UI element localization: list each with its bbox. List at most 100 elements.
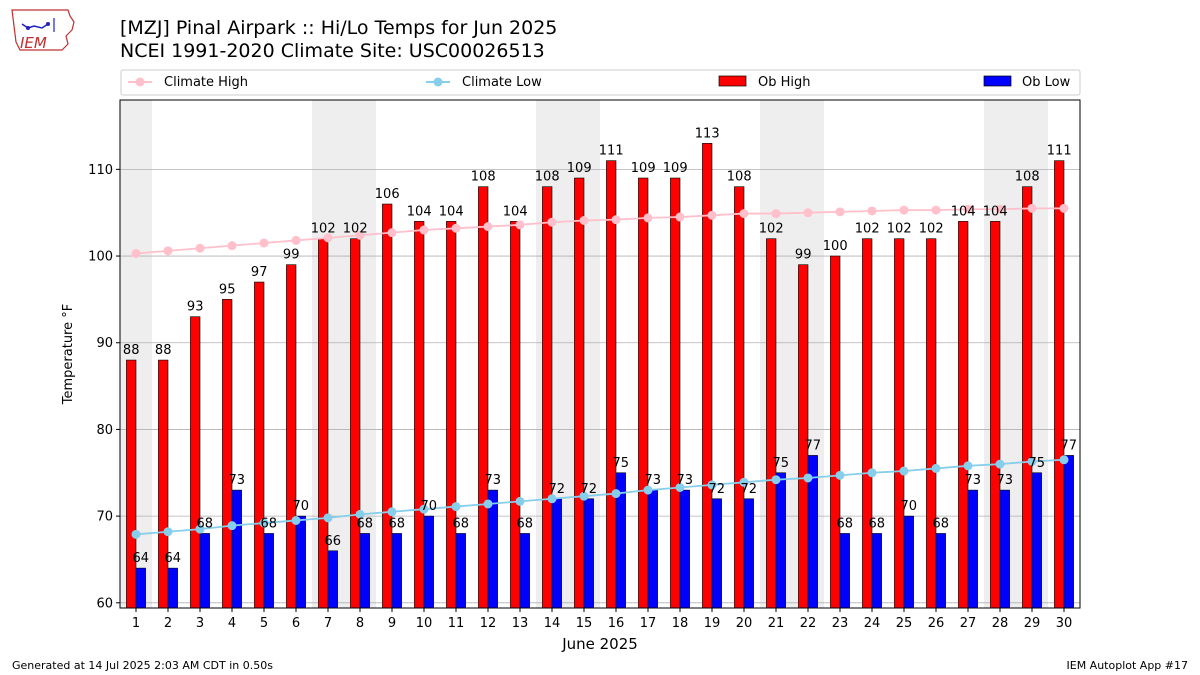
ob-high-bar-day-4 [222,299,233,609]
ob-high-label-day-15: 109 [567,161,592,176]
x-tick-label-11: 11 [448,616,465,631]
ob-high-bar-day-21 [766,238,777,609]
ob-high-label-day-5: 97 [251,265,268,280]
climate-high-line [135,207,1064,255]
x-tick-label-30: 30 [1056,616,1073,631]
climate-low-point-day-16 [611,489,621,499]
ob-high-label-day-19: 113 [695,126,720,141]
ob-low-bar-day-11 [455,533,466,609]
climate-high-point-day-3 [195,243,205,253]
ob-low-bar-day-1 [135,567,146,609]
ob-low-label-day-29: 75 [1029,456,1046,471]
ob-low-label-day-23: 68 [837,516,854,531]
legend-box [120,69,1081,96]
ob-low-label-day-17: 73 [645,473,662,488]
ob-low-label-day-12: 73 [485,473,502,488]
ob-low-label-day-4: 73 [229,473,246,488]
ob-low-bar-day-19 [711,498,722,609]
climate-low-point-day-2 [163,527,173,537]
ob-high-bar-day-23 [830,255,841,609]
ob-high-label-day-11: 104 [439,204,464,219]
climate-low-point-day-12 [483,499,493,509]
climate-low-point-day-11 [451,502,461,512]
ob-high-bar-day-10 [414,221,425,609]
ob-high-bar-day-27 [958,221,969,609]
climate-low-point-day-15 [579,491,589,501]
ob-low-bar-day-9 [391,533,402,609]
climate-high-point-day-1 [131,248,141,258]
ob-high-bar-day-12 [478,186,489,609]
climate-low-point-day-22 [803,473,813,483]
ob-low-bar-day-23 [839,533,850,609]
x-tick-label-14: 14 [544,616,561,631]
ob-low-bar-day-14 [551,498,562,609]
climate-lines [131,203,1069,539]
footer-app: IEM Autoplot App #17 [1066,659,1189,672]
ob-high-label-day-24: 102 [855,222,880,237]
plot-frame [119,99,1081,609]
climate-high-point-day-27 [963,204,973,214]
climate-low-point-day-18 [675,483,685,493]
x-tick-label-17: 17 [640,616,657,631]
ob-low-label-day-20: 72 [741,482,758,497]
climate-low-point-day-25 [899,466,909,476]
ob-high-bar-day-20 [734,186,745,609]
footer-generated: Generated at 14 Jul 2025 2:03 AM CDT in … [12,659,273,672]
ob-high-label-day-7: 102 [311,222,336,237]
x-tick-label-24: 24 [864,616,881,631]
ob-high-label-day-28: 104 [983,204,1008,219]
climate-low-point-day-26 [931,463,941,473]
climate-high-point-day-11 [451,223,461,233]
climate-high-point-day-6 [291,235,301,245]
ob-low-bar-day-7 [327,550,338,609]
legend-ob-high-swatch [718,75,747,87]
climate-low-point-day-27 [963,461,973,471]
ob-low-label-day-11: 68 [453,516,470,531]
climate-high-point-day-19 [707,210,717,220]
climate-low-point-day-5 [259,518,269,528]
climate-high-point-day-20 [739,209,749,219]
x-tick-label-12: 12 [480,616,497,631]
ob-low-bar-day-30 [1063,455,1074,609]
ob-high-bar-day-29 [1022,186,1033,609]
ob-low-label-day-7: 66 [325,534,342,549]
x-tick-label-16: 16 [608,616,625,631]
climate-low-point-day-19 [707,480,717,490]
ob-high-bar-day-13 [510,221,521,609]
y-tick-label-90: 90 [96,336,113,351]
ob-high-label-day-14: 108 [535,170,560,185]
ob-high-label-day-21: 102 [759,222,784,237]
climate-high-point-day-29 [1027,203,1037,213]
ob-high-label-day-22: 99 [795,248,812,263]
x-tick-label-8: 8 [356,616,364,631]
ob-low-label-day-9: 68 [389,516,406,531]
climate-high-point-day-28 [995,204,1005,214]
climate-high-point-day-16 [611,215,621,225]
gridlines [120,168,1080,604]
ob-low-bar-day-3 [199,533,210,609]
climate-low-point-day-9 [387,507,397,517]
y-tick-label-110: 110 [88,163,113,178]
ob-low-bar-day-6 [295,515,306,609]
ob-low-bar-day-5 [263,533,274,609]
ob-low-bar-day-29 [1031,472,1042,609]
ob-high-bar-day-25 [894,238,905,609]
x-tick-label-20: 20 [736,616,753,631]
climate-low-point-day-7 [323,513,333,523]
ob-low-label-day-19: 72 [709,482,726,497]
ob-low-label-day-28: 73 [997,473,1014,488]
ob-low-label-day-14: 72 [549,482,566,497]
ob-high-label-day-23: 100 [823,239,848,254]
x-tick-label-5: 5 [260,616,268,631]
legend-climate-high-label: Climate High [164,75,248,90]
climate-low-point-day-17 [643,485,653,495]
ob-high-bar-day-22 [798,264,809,609]
climate-high-point-day-5 [259,238,269,248]
ob-high-bar-day-8 [350,238,361,609]
ob-high-bar-day-16 [606,160,617,609]
climate-high-point-day-25 [899,205,909,215]
climate-low-point-day-29 [1027,456,1037,466]
climate-high-point-day-21 [771,209,781,219]
ob-high-label-day-6: 99 [283,248,300,263]
climate-low-point-day-1 [131,529,141,539]
